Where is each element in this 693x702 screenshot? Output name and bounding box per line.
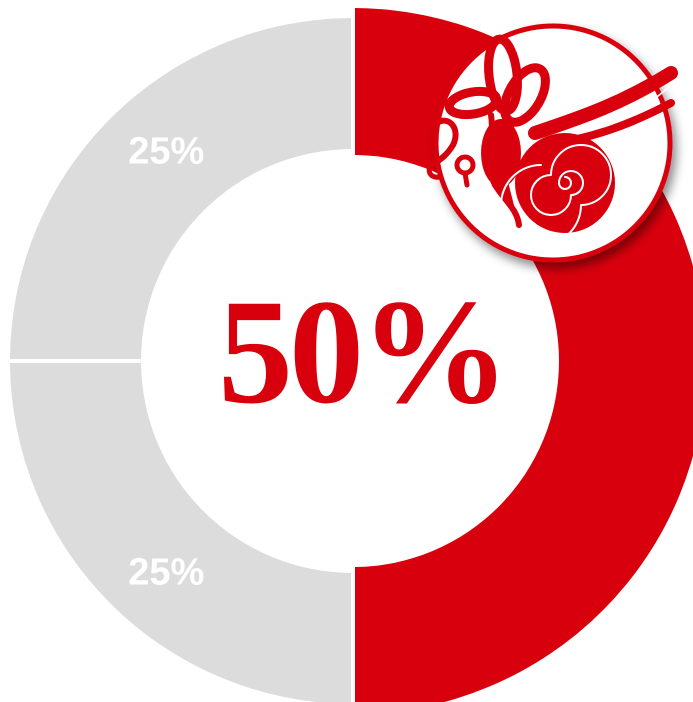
slice-label-2: 25% <box>128 552 204 594</box>
slice-label-3: 25% <box>128 130 204 172</box>
slice-labels: 25% 25% <box>128 130 204 593</box>
inner-ear-badge <box>426 23 678 263</box>
donut-slice-3 <box>10 18 352 360</box>
donut-slice-2 <box>10 363 351 702</box>
inner-ear-cochlea-icon <box>426 34 678 246</box>
center-value-label: 50% <box>218 269 506 435</box>
